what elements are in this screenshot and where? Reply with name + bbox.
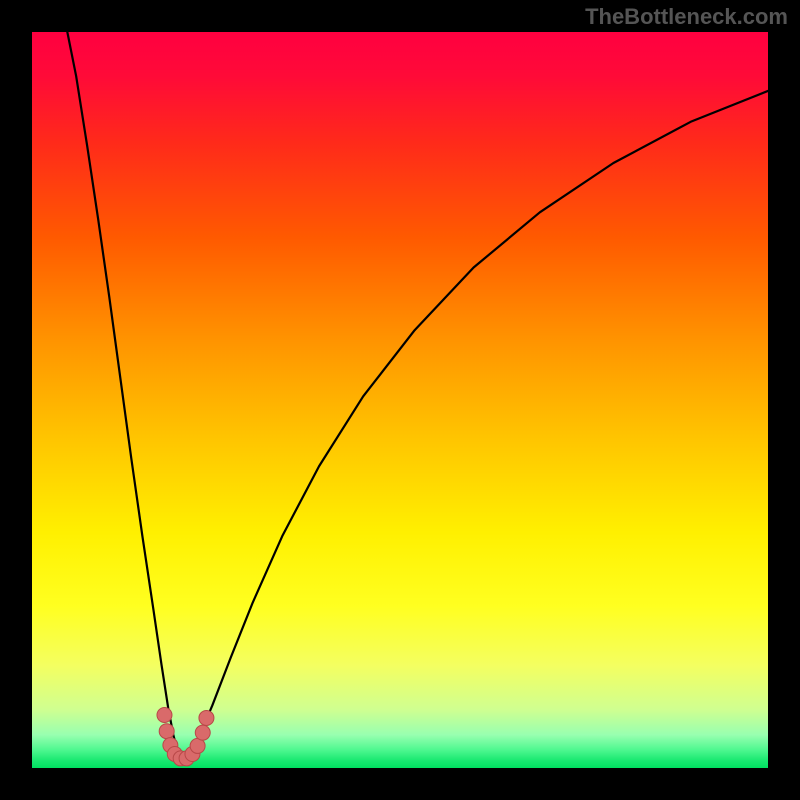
data-marker xyxy=(190,738,205,753)
bottleneck-curve xyxy=(67,32,768,759)
data-marker xyxy=(199,710,214,725)
watermark-text: TheBottleneck.com xyxy=(585,4,788,30)
marker-group xyxy=(157,708,214,766)
chart-container: TheBottleneck.com xyxy=(0,0,800,800)
data-marker xyxy=(159,724,174,739)
plot-area xyxy=(32,32,768,768)
curve-layer xyxy=(32,32,768,768)
data-marker xyxy=(157,708,172,723)
data-marker xyxy=(195,725,210,740)
